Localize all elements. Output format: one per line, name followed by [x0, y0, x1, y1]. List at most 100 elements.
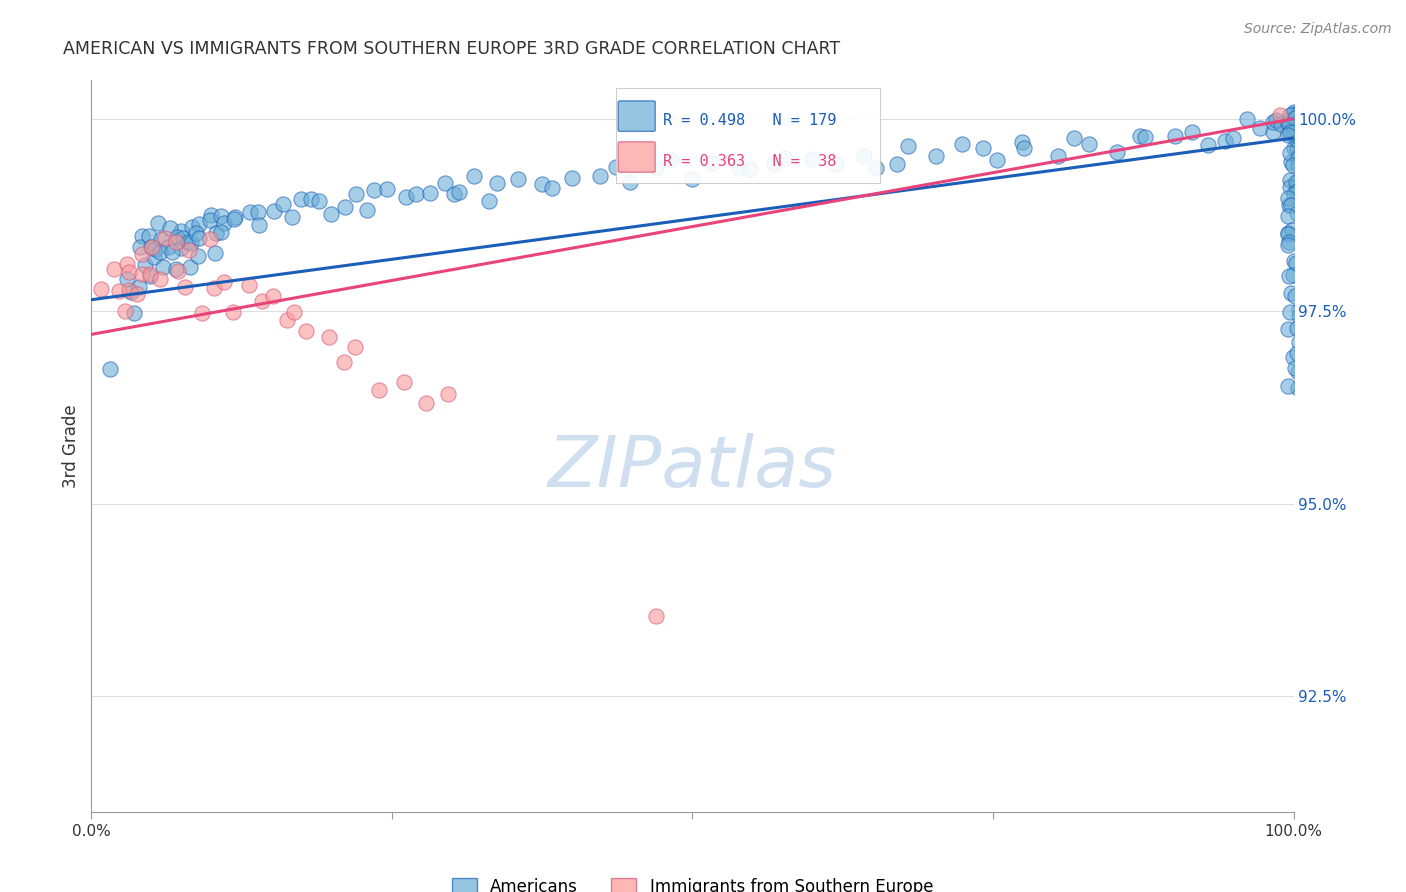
Point [181, 220, 204, 235]
Point [1279, 126, 1302, 140]
Text: Source: ZipAtlas.com: Source: ZipAtlas.com [1244, 22, 1392, 37]
Point [773, 151, 796, 165]
Point [247, 218, 270, 232]
Point [1284, 112, 1306, 126]
Point [659, 153, 682, 167]
Point [120, 285, 142, 299]
Point [1277, 191, 1299, 205]
Point [395, 189, 418, 203]
Point [463, 169, 485, 183]
Point [1279, 198, 1302, 212]
Text: R = 0.498   N = 179: R = 0.498 N = 179 [664, 113, 837, 128]
Point [188, 217, 211, 231]
Point [1261, 115, 1284, 129]
Point [1236, 112, 1258, 127]
Point [886, 157, 908, 171]
Point [319, 207, 342, 221]
Point [335, 200, 357, 214]
Point [443, 186, 465, 201]
Point [117, 265, 139, 279]
Point [1286, 158, 1309, 172]
Point [128, 280, 150, 294]
Point [1012, 141, 1035, 155]
Point [166, 264, 188, 278]
Point [238, 205, 260, 219]
Point [238, 278, 260, 293]
Point [897, 138, 920, 153]
Point [222, 212, 245, 227]
Point [415, 396, 437, 410]
Point [344, 340, 367, 354]
Point [1133, 129, 1156, 144]
Point [142, 250, 165, 264]
Point [437, 386, 460, 401]
Point [149, 272, 172, 286]
Point [107, 284, 129, 298]
Point [1284, 289, 1306, 303]
Point [149, 232, 172, 246]
Point [1288, 309, 1310, 323]
Point [209, 225, 232, 239]
Point [157, 240, 180, 254]
Point [271, 196, 294, 211]
Point [1286, 321, 1309, 335]
Point [149, 244, 172, 259]
Point [561, 171, 583, 186]
Point [700, 155, 723, 169]
Point [1288, 148, 1310, 162]
Point [209, 209, 232, 223]
Point [290, 192, 312, 206]
Point [1285, 180, 1308, 194]
Point [165, 235, 187, 249]
Point [179, 244, 201, 258]
Point [131, 228, 153, 243]
Point [1277, 378, 1299, 392]
Point [645, 160, 668, 174]
Point [143, 242, 166, 256]
Point [986, 153, 1008, 167]
Point [125, 287, 148, 301]
Point [179, 260, 201, 274]
Point [263, 203, 285, 218]
Point [1282, 187, 1305, 202]
Point [155, 231, 177, 245]
Point [478, 194, 501, 209]
Point [1286, 151, 1309, 165]
Point [188, 231, 211, 245]
Point [1284, 175, 1306, 189]
Point [1046, 149, 1069, 163]
Point [530, 177, 553, 191]
Point [1282, 350, 1305, 364]
Point [281, 210, 304, 224]
Point [1284, 360, 1306, 375]
Point [250, 294, 273, 309]
Point [184, 226, 207, 240]
Point [1282, 141, 1305, 155]
Text: ZIPatlas: ZIPatlas [548, 434, 837, 502]
Point [299, 193, 322, 207]
Point [141, 240, 163, 254]
Point [589, 169, 612, 184]
Point [333, 355, 356, 369]
Point [131, 246, 153, 260]
Point [117, 257, 139, 271]
Point [763, 157, 786, 171]
FancyBboxPatch shape [619, 101, 655, 131]
Point [1286, 134, 1309, 148]
Point [1282, 254, 1305, 268]
Point [129, 240, 152, 254]
Point [1288, 105, 1310, 120]
Point [214, 216, 236, 230]
Point [1282, 158, 1305, 172]
Point [1278, 118, 1301, 132]
Point [1197, 137, 1219, 152]
Point [605, 161, 627, 175]
Point [356, 202, 378, 217]
Point [434, 176, 457, 190]
Point [541, 181, 564, 195]
Point [367, 384, 389, 398]
Point [118, 283, 141, 297]
Point [1077, 136, 1099, 151]
Point [619, 175, 641, 189]
Point [1284, 125, 1306, 139]
